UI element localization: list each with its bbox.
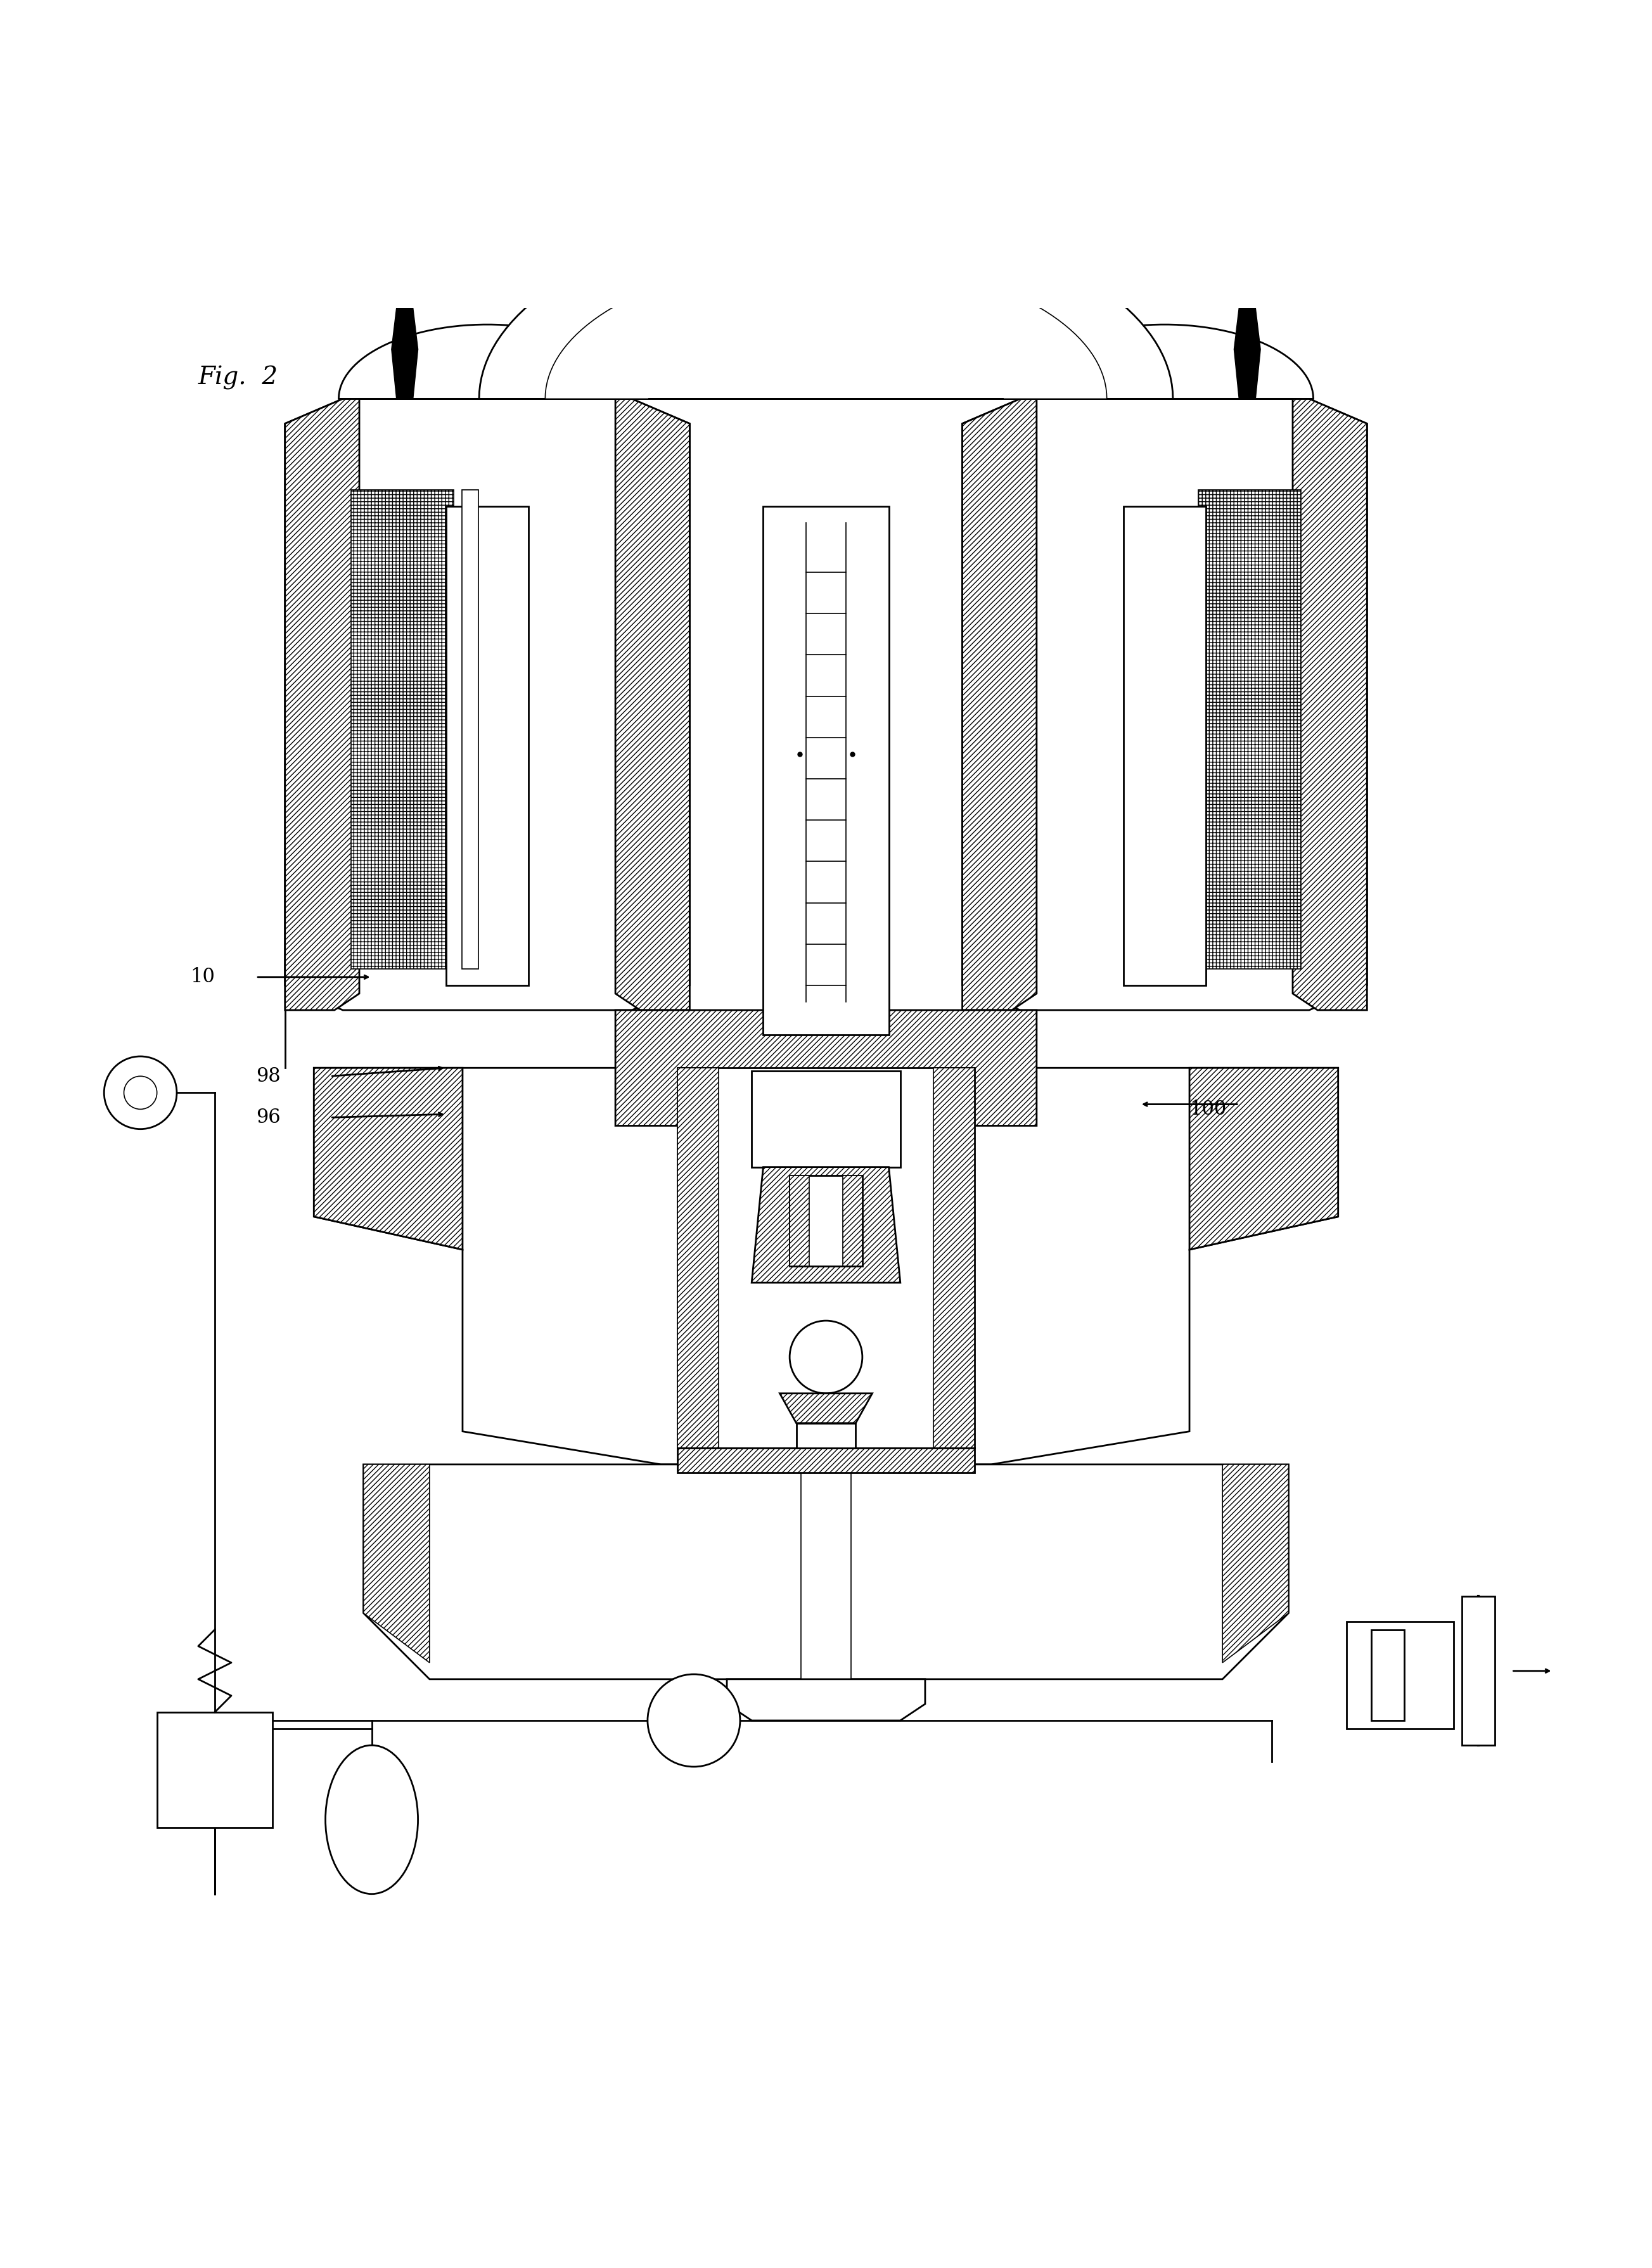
Polygon shape [339,324,636,399]
Polygon shape [933,1068,975,1447]
Polygon shape [545,259,1107,399]
Polygon shape [752,1168,900,1284]
Bar [446,506,529,984]
Polygon shape [1292,399,1368,1009]
Polygon shape [780,1393,872,1422]
Bar [806,1216,846,1266]
Bar [1371,1631,1404,1721]
Polygon shape [363,1465,1289,1678]
Circle shape [648,1674,740,1767]
Text: 100: 100 [1189,1100,1226,1118]
Bar [790,1175,862,1266]
Polygon shape [1189,1068,1338,1250]
Bar [796,1422,856,1447]
Bar [157,1712,273,1828]
Polygon shape [284,399,689,1009]
Bar [801,1465,851,1678]
Polygon shape [961,399,1368,1009]
Polygon shape [1234,268,1260,399]
Bar [1346,1622,1454,1728]
Bar [350,490,453,968]
Polygon shape [314,1068,463,1250]
Circle shape [790,1320,862,1393]
Bar [461,490,479,968]
Bar [752,1070,900,1168]
Bar [796,1118,856,1225]
Bar [677,1447,975,1472]
Polygon shape [843,1175,862,1266]
Polygon shape [314,1068,1338,1465]
Circle shape [124,1077,157,1109]
Polygon shape [1222,1465,1289,1662]
Bar [677,1068,975,1447]
Text: 96: 96 [256,1107,281,1127]
Polygon shape [615,1009,1037,1159]
Polygon shape [284,399,358,1009]
Polygon shape [392,268,418,399]
Text: 98: 98 [256,1066,281,1086]
Polygon shape [615,399,689,1009]
Circle shape [104,1057,177,1129]
Text: Fig.  2: Fig. 2 [198,365,278,390]
Polygon shape [363,1465,430,1662]
Bar [1123,506,1206,984]
Polygon shape [677,1068,719,1447]
Bar [1198,490,1300,968]
Bar [1462,1597,1495,1746]
Polygon shape [790,1175,809,1266]
Polygon shape [961,399,1037,1009]
Polygon shape [479,218,1173,399]
Polygon shape [727,1678,925,1721]
Bar [763,506,889,1034]
Polygon shape [1016,324,1313,399]
Bar [735,1125,917,1168]
Text: 10: 10 [190,966,215,987]
Ellipse shape [325,1746,418,1894]
